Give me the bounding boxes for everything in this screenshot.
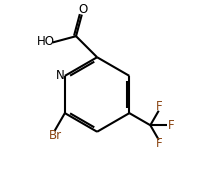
Text: F: F: [155, 100, 162, 113]
Text: O: O: [78, 3, 87, 16]
Text: F: F: [155, 137, 162, 150]
Text: Br: Br: [49, 129, 62, 142]
Text: N: N: [56, 69, 65, 82]
Text: HO: HO: [37, 35, 55, 48]
Text: F: F: [168, 119, 174, 132]
